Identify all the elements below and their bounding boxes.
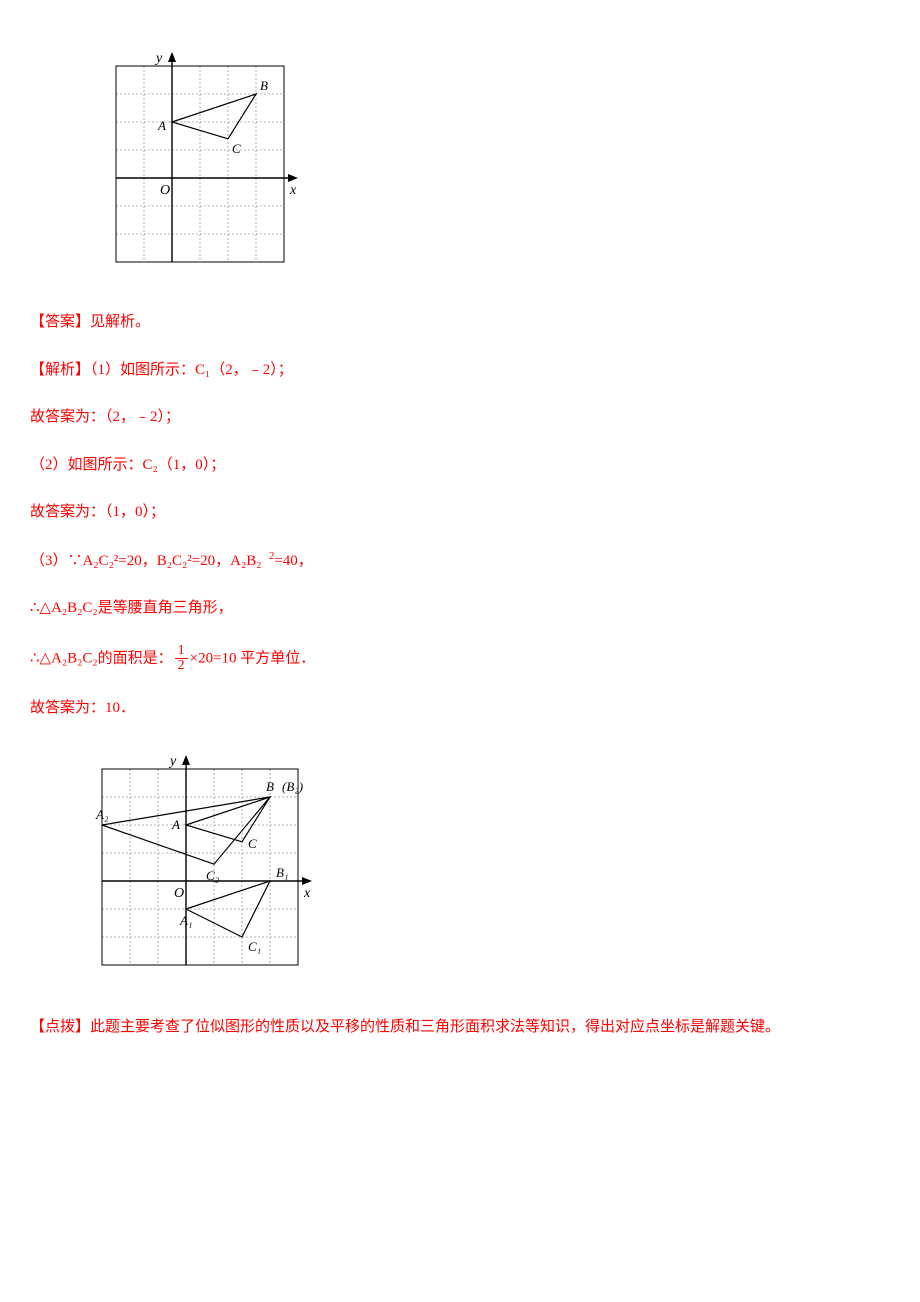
analysis-body-1: （1）如图所示：C₁（2，﹣2）；	[90, 362, 293, 378]
figure-1-svg: Ox y A B C	[90, 48, 310, 288]
frac-num: 1	[175, 644, 188, 660]
figure-2-svg: Ox y A B (B₂) C A₁ B₁ C₁ A₂ C₂	[90, 743, 330, 993]
tip-label: 【点拨】	[30, 1019, 90, 1035]
svg-text:C₁: C₁	[248, 939, 261, 954]
tip-line: 【点拨】此题主要考查了位似图形的性质以及平移的性质和三角形面积求法等知识，得出对…	[30, 1015, 890, 1041]
answer-body: 见解析。	[90, 314, 150, 330]
answer-line: 【答案】见解析。	[30, 310, 890, 336]
analysis-line-3: （2）如图所示：C₂（1，0）；	[30, 453, 890, 479]
svg-text:C₂: C₂	[206, 869, 220, 884]
tip-body: 此题主要考查了位似图形的性质以及平移的性质和三角形面积求法等知识，得出对应点坐标…	[90, 1019, 780, 1035]
svg-text:A: A	[171, 817, 180, 832]
frac-den: 2	[175, 659, 188, 674]
svg-text:B₁: B₁	[276, 865, 288, 880]
svg-text:y: y	[168, 754, 177, 769]
svg-text:A: A	[157, 118, 166, 133]
svg-text:O: O	[160, 183, 170, 198]
svg-text:(B₂): (B₂)	[282, 779, 303, 794]
line5-post: =40，	[274, 553, 312, 569]
svg-text:B: B	[260, 78, 268, 93]
analysis-line-7: ∴△A₂B₂C₂的面积是：12×20=10 平方单位．	[30, 644, 890, 674]
analysis-line-4: 故答案为：（1，0）；	[30, 500, 890, 526]
line7-post: ×20=10 平方单位．	[190, 650, 316, 666]
svg-text:x: x	[289, 183, 297, 198]
svg-text:C: C	[232, 141, 241, 156]
analysis-line-5: （3）∵A₂C₂²=20，B₂C₂²=20，A₂B₂ 2=40，	[30, 548, 890, 575]
svg-text:x: x	[303, 886, 311, 901]
line7-pre: ∴△A₂B₂C₂的面积是：	[30, 650, 173, 666]
svg-text:O: O	[174, 886, 184, 901]
svg-text:A₂: A₂	[95, 807, 109, 822]
analysis-label: 【解析】	[30, 362, 90, 378]
figure-1: Ox y A B C	[90, 48, 890, 288]
analysis-line-2: 故答案为：（2，﹣2）；	[30, 405, 890, 431]
svg-text:y: y	[154, 51, 163, 66]
analysis-line-8: 故答案为：10．	[30, 696, 890, 722]
figure-2: Ox y A B (B₂) C A₁ B₁ C₁ A₂ C₂	[90, 743, 890, 993]
svg-text:A₁: A₁	[179, 913, 192, 928]
answer-label: 【答案】	[30, 314, 90, 330]
analysis-line-6: ∴△A₂B₂C₂是等腰直角三角形，	[30, 596, 890, 622]
svg-text:B: B	[266, 779, 274, 794]
analysis-line-1: 【解析】（1）如图所示：C₁（2，﹣2）；	[30, 358, 890, 384]
line5-pre: （3）∵A₂C₂²=20，B₂C₂²=20，A₂B₂	[30, 553, 261, 569]
svg-text:C: C	[248, 836, 257, 851]
fraction-half: 12	[175, 644, 188, 674]
